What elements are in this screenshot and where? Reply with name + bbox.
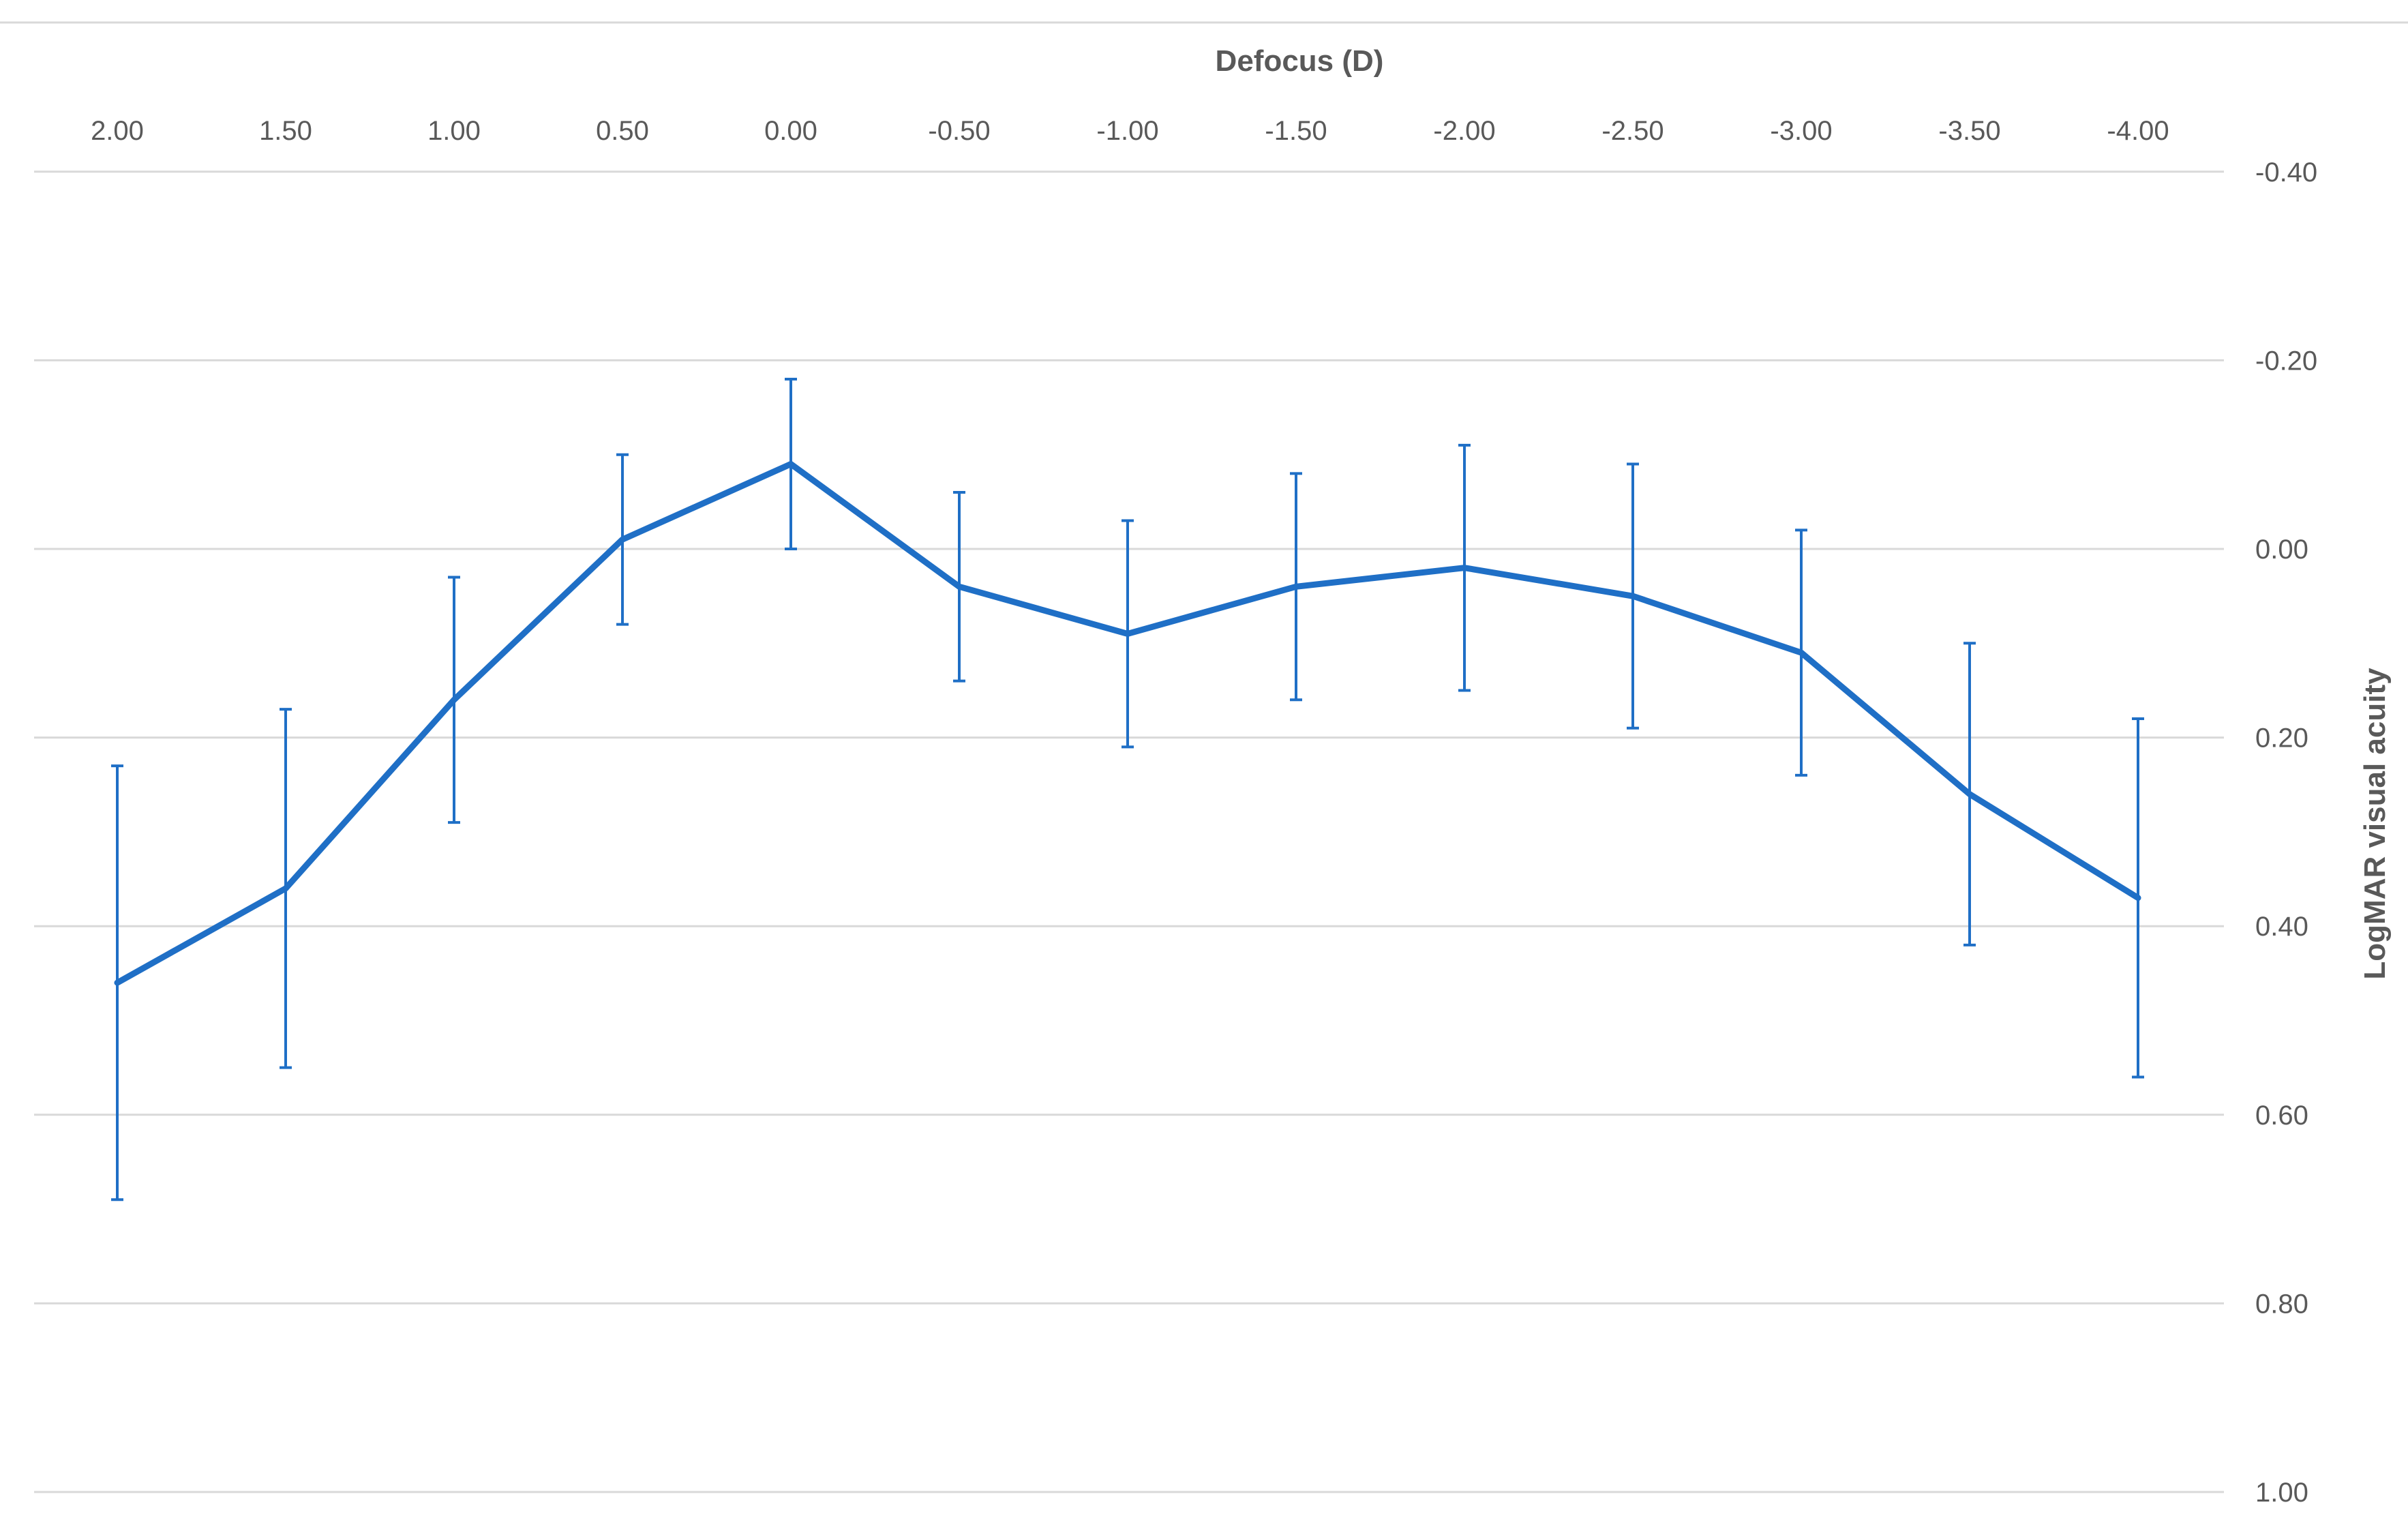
y-tick-label: 0.60	[2255, 1101, 2308, 1131]
data-point	[451, 697, 457, 703]
x-axis-tick-labels: 2.00 1.50 1.00 0.50 0.00 -0.50 -1.00 -1.50 -2.00…	[91, 116, 2169, 146]
data-point	[1462, 565, 1467, 571]
data-point	[2135, 895, 2141, 901]
data-point	[620, 537, 625, 543]
data-point	[1630, 593, 1636, 599]
x-tick-label: -2.00	[1433, 116, 1495, 146]
x-tick-label: -2.50	[1601, 116, 1664, 146]
x-tick-label: -4.00	[2107, 116, 2169, 146]
error-bars	[111, 378, 2144, 1202]
x-tick-label: 1.00	[427, 116, 481, 146]
y-tick-label: 0.20	[2255, 723, 2308, 753]
data-point	[1293, 584, 1299, 590]
y-axis-title: LogMAR visual acuity	[2358, 668, 2392, 980]
x-tick-label: -1.00	[1096, 116, 1158, 146]
y-tick-label: 1.00	[2255, 1478, 2308, 1508]
data-point	[1125, 631, 1130, 637]
x-tick-label: -3.50	[1938, 116, 2000, 146]
data-point	[1799, 650, 1804, 656]
x-axis-title: Defocus (D)	[1216, 44, 1384, 78]
gridlines	[0, 21, 2408, 1493]
data-point	[1967, 791, 1972, 797]
data-point	[957, 584, 962, 590]
y-tick-label: 0.80	[2255, 1289, 2308, 1319]
x-tick-label: 0.00	[764, 116, 817, 146]
x-tick-label: 2.00	[91, 116, 144, 146]
y-tick-label: -0.20	[2255, 346, 2317, 376]
data-point	[283, 885, 288, 891]
x-tick-label: -3.00	[1770, 116, 1832, 146]
data-point	[788, 461, 794, 467]
x-tick-label: -1.50	[1265, 116, 1327, 146]
y-tick-label: 0.00	[2255, 535, 2308, 565]
x-tick-label: 0.50	[596, 116, 649, 146]
y-tick-label: 0.40	[2255, 912, 2308, 942]
data-series	[114, 461, 2141, 986]
data-point	[115, 980, 120, 986]
y-axis-tick-labels: -0.40 -0.20 0.00 0.20 0.40 0.60 0.80 1.00	[2255, 158, 2317, 1508]
x-tick-label: 1.50	[259, 116, 312, 146]
y-tick-label: -0.40	[2255, 158, 2317, 188]
x-tick-label: -0.50	[928, 116, 990, 146]
